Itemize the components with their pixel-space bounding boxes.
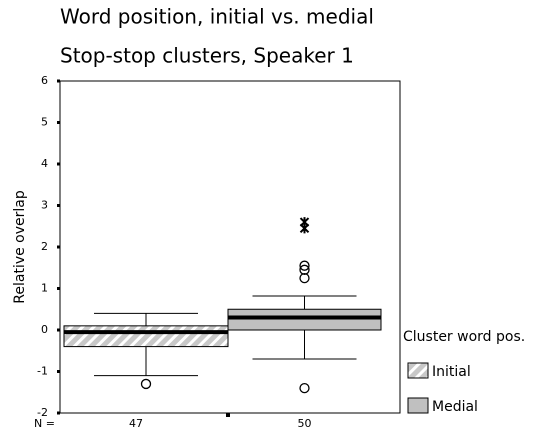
y-tick-label: 2 xyxy=(41,240,48,253)
box xyxy=(63,325,229,348)
chart-title: Word position, initial vs. medial xyxy=(60,5,374,29)
y-tick xyxy=(57,121,60,124)
y-tick-label: 4 xyxy=(41,157,48,170)
y-tick xyxy=(57,411,60,415)
outlier xyxy=(299,264,310,275)
y-tick-label: -1 xyxy=(37,365,48,378)
outlier xyxy=(299,260,310,271)
y-tick xyxy=(57,162,60,166)
chart-subtitle: Stop-stop clusters, Speaker 1 xyxy=(60,44,354,68)
extreme xyxy=(299,223,310,234)
y-tick-label: 3 xyxy=(41,199,48,212)
n-value: 50 xyxy=(298,417,312,430)
y-tick-label: -2 xyxy=(37,406,48,419)
legend-label: Initial xyxy=(432,364,471,380)
legend-swatch xyxy=(407,397,429,414)
legend-swatch xyxy=(407,362,429,379)
plot-frame xyxy=(59,80,401,414)
n-value: 47 xyxy=(129,417,143,430)
legend-label: Medial xyxy=(432,399,478,415)
y-tick xyxy=(57,204,60,207)
outlier xyxy=(299,382,310,394)
outlier xyxy=(299,272,310,284)
y-tick xyxy=(57,79,60,83)
y-tick-label: 1 xyxy=(41,282,48,295)
y-tick-label: 0 xyxy=(41,323,48,336)
y-tick-label: 5 xyxy=(41,116,48,129)
outlier xyxy=(140,378,152,390)
y-tick xyxy=(57,287,60,290)
y-tick xyxy=(57,328,60,332)
y-tick xyxy=(57,245,60,249)
legend-title: Cluster word pos. xyxy=(403,329,525,345)
x-tick xyxy=(226,413,230,417)
box xyxy=(227,308,382,331)
y-tick xyxy=(57,370,60,373)
n-label: N = xyxy=(34,417,55,430)
y-tick-label: 6 xyxy=(41,74,48,87)
y-axis-label: Relative overlap xyxy=(12,190,28,304)
